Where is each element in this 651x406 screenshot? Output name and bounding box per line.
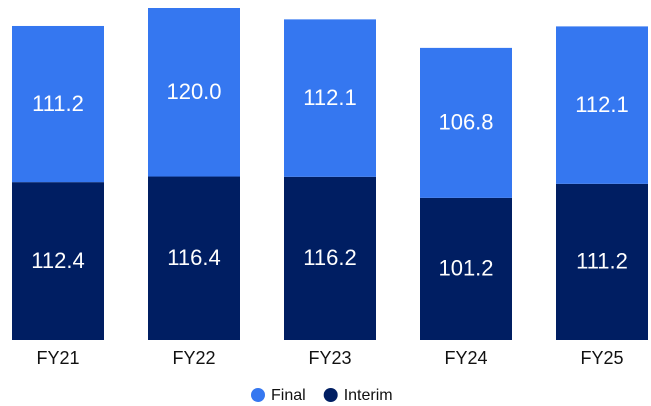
data-label: 111.2 (32, 91, 84, 116)
data-label: 106.8 (438, 110, 493, 135)
data-label: 112.4 (31, 248, 84, 273)
data-label: 101.2 (438, 256, 493, 281)
bar-segment (148, 8, 240, 177)
x-tick-label: FY25 (580, 348, 623, 368)
bar-segment (148, 176, 240, 340)
data-label: 116.4 (167, 245, 220, 270)
bar-segment (284, 19, 376, 177)
x-tick-label: FY22 (172, 348, 215, 368)
bar-segment (420, 197, 512, 340)
bar-segment (420, 47, 512, 198)
data-label: 116.2 (303, 245, 356, 270)
bar-segment (12, 25, 104, 183)
data-label: 112.1 (303, 85, 356, 110)
legend-label: Final (271, 387, 306, 404)
legend-swatch (251, 388, 265, 402)
data-label: 111.2 (576, 249, 628, 274)
data-label: 112.1 (575, 92, 628, 117)
legend-label: Interim (344, 387, 393, 404)
bar-segment (556, 26, 648, 184)
x-tick-label: FY23 (308, 348, 351, 368)
x-tick-label: FY21 (36, 348, 79, 368)
bar-segment (556, 183, 648, 340)
legend-swatch (323, 388, 338, 402)
data-label: 120.0 (166, 79, 221, 104)
bar-segment (12, 182, 104, 340)
x-tick-label: FY24 (444, 348, 487, 368)
bar-segment (284, 176, 376, 340)
